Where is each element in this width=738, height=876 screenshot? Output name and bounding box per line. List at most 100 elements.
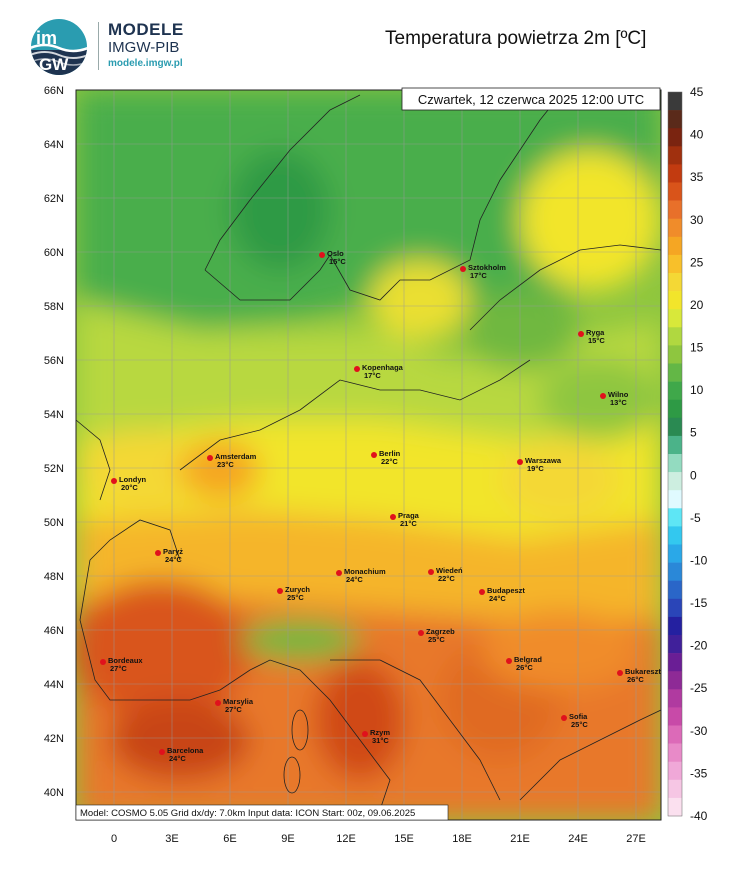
- city-temp: 22°C: [381, 457, 398, 466]
- city-temp: 24°C: [165, 555, 182, 564]
- lat-label: 42N: [44, 733, 64, 745]
- lat-label: 40N: [44, 787, 64, 799]
- logo-line2: IMGW-PIB: [108, 39, 180, 56]
- colorbar-swatch: [668, 182, 682, 201]
- city-dot: [617, 670, 623, 676]
- city-name: Praga: [398, 511, 420, 520]
- colorbar-swatch: [668, 544, 682, 563]
- colorbar-swatch: [668, 236, 682, 256]
- city-name: Monachium: [344, 567, 386, 576]
- city-name: Kopenhaga: [362, 363, 404, 372]
- imgw-badge-icon: im GW: [31, 19, 87, 75]
- city-dot: [460, 266, 466, 272]
- city-name: Berlin: [379, 449, 401, 458]
- colorbar-swatch: [668, 454, 682, 473]
- city-dot: [155, 550, 161, 556]
- city-dot: [207, 455, 213, 461]
- logo-badge-bottom: GW: [39, 55, 69, 74]
- colorbar-label: 15: [690, 341, 704, 355]
- city-dot: [277, 588, 283, 594]
- city-dot: [111, 478, 117, 484]
- lon-label: 12E: [336, 833, 356, 845]
- colorbar-swatch: [668, 254, 682, 274]
- colorbar-label: -5: [690, 511, 701, 525]
- lat-label: 48N: [44, 571, 64, 583]
- city-name: Wilno: [608, 390, 629, 399]
- lon-label: 18E: [452, 833, 472, 845]
- city-name: Bukareszt: [625, 667, 661, 676]
- city-dot: [428, 569, 434, 575]
- lon-label: 3E: [165, 833, 178, 845]
- logo-url: modele.imgw.pl: [108, 58, 183, 69]
- colorbar-swatch: [668, 146, 682, 165]
- colorbar-label: 5: [690, 426, 697, 440]
- city-dot: [578, 331, 584, 337]
- city-name: Rzym: [370, 728, 390, 737]
- city-name: Barcelona: [167, 746, 204, 755]
- colorbar-swatch: [668, 399, 682, 419]
- city-temp: 26°C: [627, 675, 644, 684]
- lat-label: 50N: [44, 517, 64, 529]
- city-temp: 27°C: [110, 664, 127, 673]
- city-dot: [362, 731, 368, 737]
- city-dot: [100, 659, 106, 665]
- city-dot: [215, 700, 221, 706]
- city-name: Sztokholm: [468, 263, 506, 272]
- colorbar-label: -10: [690, 553, 708, 567]
- colorbar-swatch: [668, 490, 682, 509]
- city-name: Belgrad: [514, 655, 542, 664]
- colorbar-swatch: [668, 327, 682, 346]
- city-name: Paryż: [163, 547, 183, 556]
- colorbar-label: -20: [690, 639, 708, 653]
- colorbar-swatch: [668, 435, 682, 455]
- city-temp: 15°C: [588, 336, 605, 345]
- city-name: Londyn: [119, 475, 146, 484]
- colorbar-label: -35: [690, 766, 708, 780]
- logo-separator: [98, 22, 99, 70]
- page-title: Temperatura powietrza 2m [ºC]: [385, 28, 647, 49]
- city-name: Sofia: [569, 712, 588, 721]
- colorbar-label: 45: [690, 85, 704, 99]
- city-dot: [600, 393, 606, 399]
- colorbar-label: 10: [690, 383, 704, 397]
- colorbar-swatch: [668, 363, 682, 382]
- city-temp: 23°C: [217, 460, 234, 469]
- city-temp: 17°C: [470, 271, 487, 280]
- colorbar-swatch: [668, 797, 682, 817]
- city-dot: [371, 452, 377, 458]
- city-dot: [517, 459, 523, 465]
- city-temp: 20°C: [121, 483, 138, 492]
- colorbar-swatch: [668, 128, 682, 147]
- colorbar-label: 0: [690, 468, 697, 482]
- colorbar-label: 20: [690, 298, 704, 312]
- lat-label: 46N: [44, 625, 64, 637]
- colorbar-swatch: [668, 725, 682, 744]
- lat-label: 56N: [44, 355, 64, 367]
- city-name: Marsylia: [223, 697, 254, 706]
- lon-label: 21E: [510, 833, 530, 845]
- colorbar-swatch: [668, 472, 682, 491]
- city-temp: 17°C: [364, 371, 381, 380]
- latitude-labels: 66N 64N 62N 60N 58N 56N 54N 52N 50N 48N 46N 44N 42N 4…: [44, 85, 64, 799]
- city-temp: 21°C: [400, 519, 417, 528]
- city-temp: 24°C: [169, 754, 186, 763]
- colorbar-swatch: [668, 273, 682, 292]
- colorbar-swatch: [668, 779, 682, 799]
- colorbar-swatch: [668, 200, 682, 219]
- colorbar-label: 30: [690, 213, 704, 227]
- city-name: Bordeaux: [108, 656, 143, 665]
- city-temp: 19°C: [527, 464, 544, 473]
